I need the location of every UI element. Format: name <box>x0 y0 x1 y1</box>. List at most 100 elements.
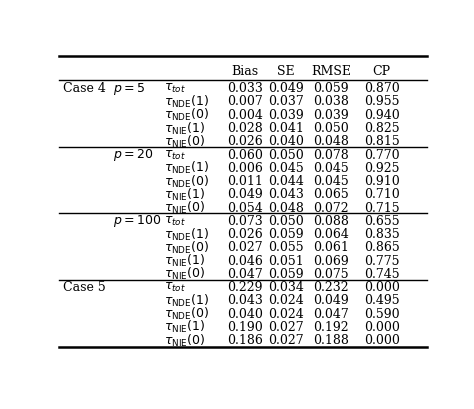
Text: 0.039: 0.039 <box>313 108 349 121</box>
Text: 0.050: 0.050 <box>313 122 349 135</box>
Text: SE: SE <box>277 65 295 78</box>
Text: Bias: Bias <box>231 65 258 78</box>
Text: 0.034: 0.034 <box>268 281 304 293</box>
Text: 0.940: 0.940 <box>364 108 400 121</box>
Text: 0.069: 0.069 <box>313 254 349 267</box>
Text: $\tau_{\mathsf{NIE}}(1)$: $\tau_{\mathsf{NIE}}(1)$ <box>164 186 205 202</box>
Text: 0.040: 0.040 <box>268 135 304 148</box>
Text: 0.955: 0.955 <box>364 95 400 108</box>
Text: $\tau_{tot}$: $\tau_{tot}$ <box>164 82 186 95</box>
Text: 0.011: 0.011 <box>227 175 263 188</box>
Text: 0.048: 0.048 <box>268 201 304 214</box>
Text: 0.051: 0.051 <box>268 254 304 267</box>
Text: $\tau_{tot}$: $\tau_{tot}$ <box>164 281 186 293</box>
Text: 0.088: 0.088 <box>313 214 349 227</box>
Text: $\tau_{tot}$: $\tau_{tot}$ <box>164 214 186 227</box>
Text: 0.000: 0.000 <box>364 333 400 346</box>
Text: 0.024: 0.024 <box>268 307 304 320</box>
Text: 0.007: 0.007 <box>227 95 263 108</box>
Text: 0.590: 0.590 <box>364 307 400 320</box>
Text: 0.050: 0.050 <box>268 148 304 161</box>
Text: 0.065: 0.065 <box>313 188 349 201</box>
Text: $\tau_{\mathsf{NIE}}(1)$: $\tau_{\mathsf{NIE}}(1)$ <box>164 120 205 136</box>
Text: 0.910: 0.910 <box>364 175 400 188</box>
Text: RMSE: RMSE <box>311 65 351 78</box>
Text: $\tau_{\mathsf{NIE}}(0)$: $\tau_{\mathsf{NIE}}(0)$ <box>164 332 205 348</box>
Text: 0.825: 0.825 <box>364 122 400 135</box>
Text: 0.047: 0.047 <box>227 267 263 280</box>
Text: 0.048: 0.048 <box>313 135 349 148</box>
Text: 0.715: 0.715 <box>364 201 400 214</box>
Text: 0.865: 0.865 <box>364 241 400 254</box>
Text: 0.925: 0.925 <box>364 162 400 174</box>
Text: 0.041: 0.041 <box>268 122 304 135</box>
Text: 0.004: 0.004 <box>227 108 263 121</box>
Text: CP: CP <box>373 65 391 78</box>
Text: $p=5$: $p=5$ <box>112 81 145 97</box>
Text: 0.188: 0.188 <box>313 333 349 346</box>
Text: 0.043: 0.043 <box>227 294 263 307</box>
Text: 0.028: 0.028 <box>227 122 263 135</box>
Text: $\tau_{\mathsf{NIE}}(0)$: $\tau_{\mathsf{NIE}}(0)$ <box>164 133 205 149</box>
Text: 0.047: 0.047 <box>313 307 349 320</box>
Text: 0.745: 0.745 <box>364 267 400 280</box>
Text: 0.710: 0.710 <box>364 188 400 201</box>
Text: 0.033: 0.033 <box>227 82 263 95</box>
Text: 0.073: 0.073 <box>227 214 263 227</box>
Text: 0.815: 0.815 <box>364 135 400 148</box>
Text: 0.835: 0.835 <box>364 227 400 240</box>
Text: $\tau_{\mathsf{NDE}}(0)$: $\tau_{\mathsf{NDE}}(0)$ <box>164 306 209 321</box>
Text: 0.000: 0.000 <box>364 320 400 333</box>
Text: 0.006: 0.006 <box>227 162 263 174</box>
Text: 0.027: 0.027 <box>227 241 263 254</box>
Text: 0.232: 0.232 <box>313 281 349 293</box>
Text: 0.037: 0.037 <box>268 95 304 108</box>
Text: $\tau_{\mathsf{NDE}}(1)$: $\tau_{\mathsf{NDE}}(1)$ <box>164 226 209 242</box>
Text: $p=20$: $p=20$ <box>112 147 153 163</box>
Text: 0.026: 0.026 <box>227 135 263 148</box>
Text: $\tau_{\mathsf{NDE}}(0)$: $\tau_{\mathsf{NDE}}(0)$ <box>164 107 209 123</box>
Text: 0.043: 0.043 <box>268 188 304 201</box>
Text: $\tau_{\mathsf{NDE}}(1)$: $\tau_{\mathsf{NDE}}(1)$ <box>164 160 209 176</box>
Text: 0.045: 0.045 <box>313 162 349 174</box>
Text: 0.060: 0.060 <box>227 148 263 161</box>
Text: 0.059: 0.059 <box>268 267 304 280</box>
Text: 0.072: 0.072 <box>313 201 349 214</box>
Text: $p=100$: $p=100$ <box>112 213 161 229</box>
Text: 0.040: 0.040 <box>227 307 263 320</box>
Text: 0.038: 0.038 <box>313 95 349 108</box>
Text: 0.192: 0.192 <box>313 320 349 333</box>
Text: 0.061: 0.061 <box>313 241 349 254</box>
Text: 0.770: 0.770 <box>364 148 400 161</box>
Text: 0.026: 0.026 <box>227 227 263 240</box>
Text: 0.064: 0.064 <box>313 227 349 240</box>
Text: 0.027: 0.027 <box>268 333 304 346</box>
Text: 0.049: 0.049 <box>313 294 349 307</box>
Text: 0.078: 0.078 <box>313 148 349 161</box>
Text: 0.054: 0.054 <box>227 201 263 214</box>
Text: 0.027: 0.027 <box>268 320 304 333</box>
Text: 0.495: 0.495 <box>364 294 400 307</box>
Text: 0.186: 0.186 <box>227 333 263 346</box>
Text: 0.059: 0.059 <box>313 82 349 95</box>
Text: 0.049: 0.049 <box>227 188 263 201</box>
Text: 0.055: 0.055 <box>268 241 304 254</box>
Text: 0.775: 0.775 <box>364 254 400 267</box>
Text: 0.059: 0.059 <box>268 227 304 240</box>
Text: 0.044: 0.044 <box>268 175 304 188</box>
Text: 0.045: 0.045 <box>313 175 349 188</box>
Text: 0.075: 0.075 <box>313 267 349 280</box>
Text: 0.000: 0.000 <box>364 281 400 293</box>
Text: 0.049: 0.049 <box>268 82 304 95</box>
Text: 0.229: 0.229 <box>227 281 263 293</box>
Text: $\tau_{\mathsf{NDE}}(1)$: $\tau_{\mathsf{NDE}}(1)$ <box>164 94 209 110</box>
Text: 0.655: 0.655 <box>364 214 400 227</box>
Text: $\tau_{\mathsf{NIE}}(0)$: $\tau_{\mathsf{NIE}}(0)$ <box>164 266 205 282</box>
Text: 0.050: 0.050 <box>268 214 304 227</box>
Text: $\tau_{\mathsf{NIE}}(1)$: $\tau_{\mathsf{NIE}}(1)$ <box>164 319 205 335</box>
Text: $\tau_{tot}$: $\tau_{tot}$ <box>164 148 186 161</box>
Text: $\tau_{\mathsf{NDE}}(0)$: $\tau_{\mathsf{NDE}}(0)$ <box>164 173 209 189</box>
Text: Case 4: Case 4 <box>63 82 106 95</box>
Text: 0.039: 0.039 <box>268 108 304 121</box>
Text: 0.024: 0.024 <box>268 294 304 307</box>
